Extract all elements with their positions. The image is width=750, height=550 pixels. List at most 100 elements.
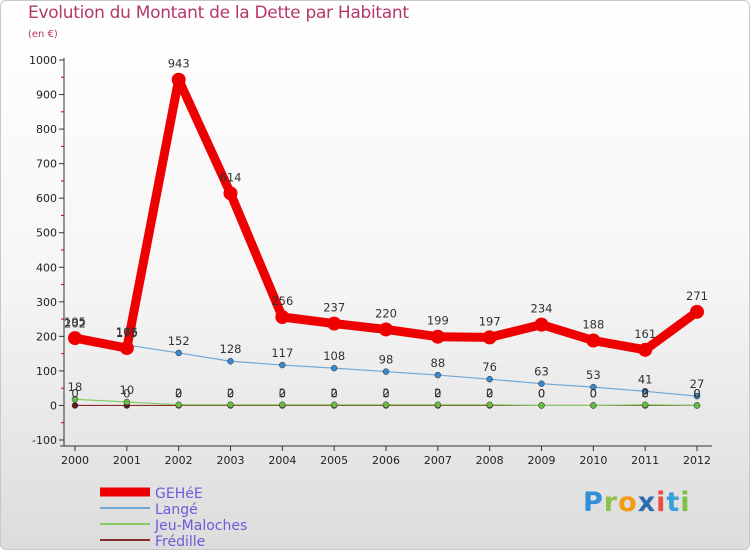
y-tick-label: 300 <box>36 296 57 309</box>
x-tick-label: 2009 <box>528 454 556 467</box>
data-point-gehee <box>68 331 82 346</box>
data-point-gehee <box>534 317 549 332</box>
data-label-gehee: 199 <box>427 314 449 328</box>
data-label-fredille: 0 <box>538 386 545 400</box>
data-point-gehee <box>119 341 134 356</box>
data-point-gehee <box>275 310 290 325</box>
data-point-lange <box>227 357 234 365</box>
data-point-gehee <box>690 304 704 319</box>
y-tick-label: 0 <box>50 399 57 412</box>
y-tick-label: 700 <box>36 158 57 171</box>
x-tick-label: 2004 <box>268 454 296 467</box>
y-tick-label: 500 <box>36 227 57 240</box>
x-tick-label: 2002 <box>165 454 193 467</box>
data-label-jeu-maloches: 2 <box>175 386 182 400</box>
data-label-gehee: 237 <box>323 301 345 315</box>
y-tick-label: 800 <box>36 123 57 136</box>
chart-unit-label: (en €) <box>28 29 58 40</box>
data-label-fredille: 0 <box>123 386 130 400</box>
data-point-lange <box>538 380 545 387</box>
data-label-fredille: 0 <box>331 386 338 400</box>
data-point-jeu-maloches <box>279 401 286 409</box>
y-tick-label: 600 <box>36 192 57 205</box>
data-point-jeu-maloches <box>693 402 701 409</box>
data-point-lange <box>382 368 390 375</box>
data-label-gehee: 161 <box>634 327 656 341</box>
data-point-jeu-maloches <box>227 401 234 409</box>
data-label-fredille: 0 <box>486 386 493 400</box>
x-tick-label: 2010 <box>579 454 607 467</box>
data-label-lange: 63 <box>534 365 549 379</box>
data-label-gehee: 256 <box>271 294 293 308</box>
data-point-jeu-maloches <box>71 395 79 403</box>
data-label-jeu-maloches: 2 <box>486 386 493 400</box>
x-tick-label: 2006 <box>372 454 400 467</box>
x-tick-label: 2008 <box>476 454 504 467</box>
x-tick-label: 2003 <box>217 454 245 467</box>
data-point-jeu-maloches <box>330 401 338 409</box>
data-point-jeu-maloches <box>382 401 390 409</box>
y-tick-label: 1000 <box>29 54 57 67</box>
data-point-gehee <box>430 329 445 344</box>
data-point-lange <box>279 361 286 369</box>
data-label-fredille: 0 <box>227 386 234 400</box>
data-label-gehee: 271 <box>686 289 708 303</box>
x-tick-label: 2011 <box>631 454 659 467</box>
y-tick-label: 900 <box>36 89 57 102</box>
data-label-lange: 41 <box>638 372 653 386</box>
data-label-lange: 152 <box>168 334 190 348</box>
data-label-fredille: 0 <box>175 386 182 400</box>
y-tick-label: -100 <box>32 434 57 447</box>
data-point-lange <box>175 349 182 357</box>
data-point-jeu-maloches <box>590 402 597 409</box>
legend-label-lange: Langé <box>155 502 198 518</box>
data-point-gehee <box>638 342 653 357</box>
data-label-jeu-maloches: 0 <box>590 386 597 400</box>
x-tick-label: 2000 <box>61 454 89 467</box>
data-label-gehee: 220 <box>375 306 397 320</box>
x-tick-label: 2005 <box>320 454 348 467</box>
proxiti-logo: Proxiti <box>583 487 691 518</box>
data-point-lange <box>590 383 597 391</box>
data-label-lange: 88 <box>431 356 446 370</box>
data-label-gehee: 166 <box>116 325 138 339</box>
data-point-gehee <box>586 333 601 348</box>
data-label-lange: 117 <box>271 346 293 360</box>
legend-label-fredille: Frédille <box>155 534 205 550</box>
data-label-fredille: 0 <box>590 386 597 400</box>
data-label-lange: 108 <box>323 349 345 363</box>
data-point-jeu-maloches <box>123 398 131 406</box>
data-point-gehee <box>379 322 393 337</box>
x-tick-label: 2012 <box>683 454 711 467</box>
data-label-lange: 76 <box>482 360 497 374</box>
data-label-gehee: 943 <box>168 57 190 71</box>
data-label-jeu-maloches: 18 <box>68 380 83 394</box>
data-label-fredille: 0 <box>693 386 700 400</box>
data-label-gehee: 234 <box>531 302 553 316</box>
data-point-jeu-maloches <box>486 401 493 409</box>
data-label-jeu-maloches: 0 <box>538 386 545 400</box>
data-label-jeu-maloches: 2 <box>279 386 286 400</box>
data-label-jeu-maloches: 2 <box>227 386 234 400</box>
data-label-jeu-maloches: 2 <box>434 386 441 400</box>
data-point-lange <box>330 364 338 372</box>
data-point-gehee <box>171 72 186 87</box>
data-label-lange: 98 <box>379 353 394 367</box>
data-label-jeu-maloches: 0 <box>693 386 700 400</box>
legend-label-jeu-maloches: Jeu-Maloches <box>154 518 247 534</box>
data-label-gehee: 195 <box>64 315 86 329</box>
chart-title: Evolution du Montant de la Dette par Hab… <box>28 3 409 23</box>
data-label-lange: 128 <box>220 342 242 356</box>
data-label-jeu-maloches: 2 <box>331 386 338 400</box>
data-label-fredille: 0 <box>71 386 78 400</box>
legend-label-gehee: GEHéE <box>155 486 203 502</box>
data-label-jeu-maloches: 2 <box>642 386 649 400</box>
y-tick-label: 200 <box>36 330 57 343</box>
data-label-fredille: 0 <box>642 386 649 400</box>
data-label-fredille: 0 <box>382 386 389 400</box>
data-point-gehee <box>327 316 342 331</box>
data-point-lange <box>434 371 442 379</box>
data-point-lange <box>486 375 493 383</box>
data-point-jeu-maloches <box>538 402 545 409</box>
